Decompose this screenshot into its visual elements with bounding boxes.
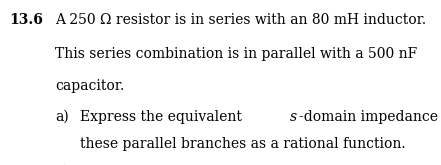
Text: This series combination is in parallel with a 500 nF: This series combination is in parallel w… — [56, 47, 418, 61]
Text: these parallel branches as a rational function.: these parallel branches as a rational fu… — [80, 137, 406, 151]
Text: Express the equivalent: Express the equivalent — [80, 110, 246, 124]
Text: 13.6: 13.6 — [10, 13, 44, 27]
Text: a): a) — [56, 110, 69, 124]
Text: capacitor.: capacitor. — [56, 79, 125, 93]
Text: A 250 Ω resistor is in series with an 80 mH inductor.: A 250 Ω resistor is in series with an 80… — [56, 13, 426, 27]
Text: -domain impedance of: -domain impedance of — [299, 110, 441, 124]
Text: s: s — [290, 110, 297, 124]
